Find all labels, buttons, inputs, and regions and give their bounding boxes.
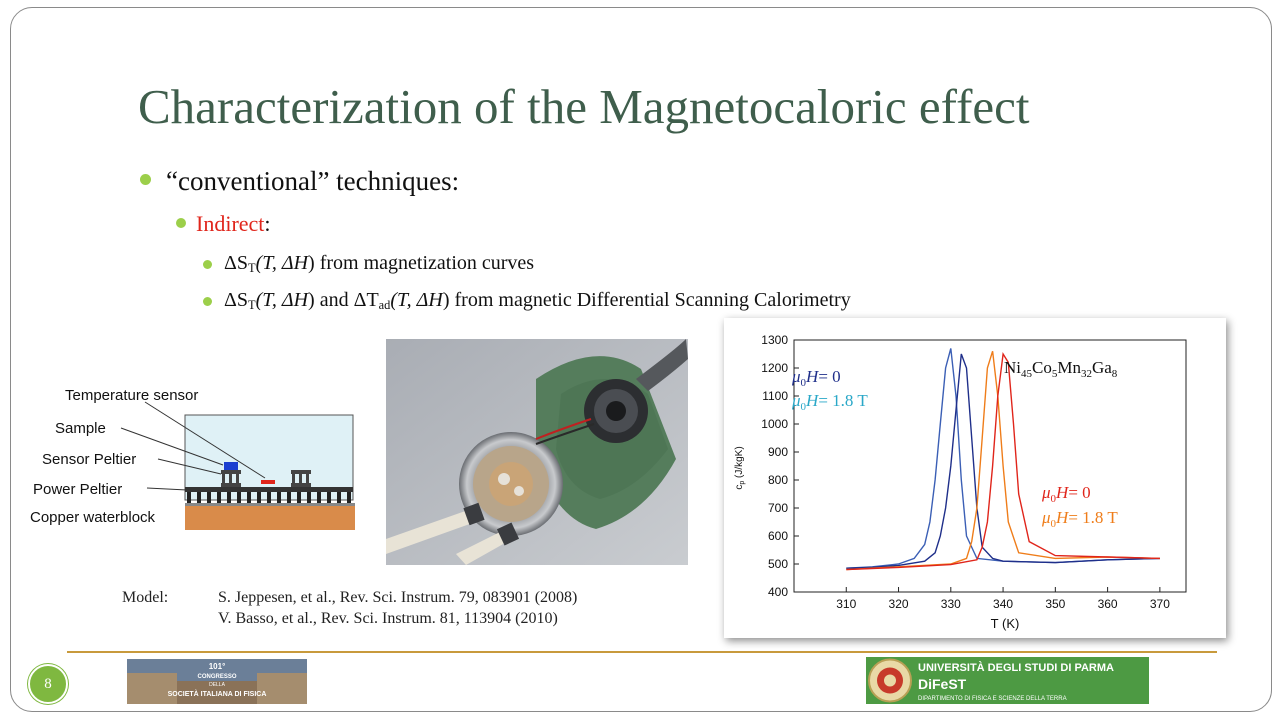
reference-basso: V. Basso, et al., Rev. Sci. Instrum. 81,… [218,610,558,627]
svg-text:101°: 101° [209,662,226,671]
chart-annotation-compound: Ni45Co5Mn32Ga8 [1004,358,1118,380]
cp-series-line-3 [846,351,1160,571]
legend-left: μ0H= 0 μ0H= 1.8 T [791,367,868,413]
and-text: ) and [308,289,354,311]
sub-ad: ad [378,298,391,313]
references-label: Model: [122,589,169,606]
legend-right-line-2: μ0H= 1.8 T [1041,508,1118,530]
y-tick-label: 700 [768,501,788,515]
bullet-dot [203,297,212,306]
args: (T, ΔH [255,289,309,311]
apparatus-photo [386,339,688,565]
args: (T, ΔH [255,252,309,274]
chart-y-label: cp (J/kgK) [734,446,746,489]
x-tick-label: 370 [1150,597,1170,611]
svg-text:SOCIETÀ ITALIANA DI FISICA: SOCIETÀ ITALIANA DI FISICA [168,689,267,698]
reference-jeppesen: S. Jeppesen, et al., Rev. Sci. Instrum. … [218,589,578,606]
bullet-indirect: Indirect: [196,211,271,237]
page-number: 8 [28,664,68,704]
bullet-conventional: “conventional” techniques: [166,166,460,196]
label-sample: Sample [55,420,106,437]
svg-text:DIPARTIMENTO DI FISICA E SCIEN: DIPARTIMENTO DI FISICA E SCIENZE DELLA T… [918,696,1067,702]
cp-series-line-2 [846,350,1160,571]
x-tick-label: 310 [836,597,856,611]
sif-congress-logo: 101° CONGRESSO DELLA SOCIETÀ ITALIANA DI… [127,659,307,704]
args: (T, ΔH [390,289,443,311]
parma-university-logo: UNIVERSITÀ DEGLI STUDI DI PARMA DiFeST D… [866,657,1149,704]
legend-left-line-2: μ0H= 1.8 T [791,391,868,413]
calorimeter-schematic: Temperature sensor Sample Sensor Peltier… [30,387,355,530]
indirect-label: Indirect [196,211,265,236]
x-tick-label: 330 [941,597,961,611]
cp-chart-card: 310 320 330 340 350 360 370 400 500 600 700 800 900 1… [724,318,1226,638]
y-tick-label: 1100 [762,389,788,403]
delta-t: ΔT [353,289,379,311]
indirect-colon: : [264,211,271,236]
svg-text:DiFeST: DiFeST [918,676,967,692]
label-copper-waterblock: Copper waterblock [30,509,156,526]
dsc-text: ) from magnetic Differential Scanning Ca… [442,289,851,311]
delta-s: ΔS [224,252,248,274]
bullet-dot [203,260,212,269]
magnetization-text: ) from magnetization curves [308,252,535,274]
chart-x-label: T (K) [991,616,1020,631]
bullet-dsc: ΔST(T, ΔH) and ΔTad(T, ΔH) from magnetic… [224,289,851,313]
x-tick-label: 340 [993,597,1013,611]
y-tick-label: 1200 [761,361,788,375]
cp-series-line-1 [846,353,1160,569]
svg-text:CONGRESSO: CONGRESSO [197,674,236,680]
y-tick-label: 1000 [761,417,788,431]
x-tick-label: 360 [1098,597,1118,611]
slide-title: Characterization of the Magnetocaloric e… [138,79,1030,134]
label-sensor-peltier: Sensor Peltier [42,451,136,468]
x-tick-label: 350 [1045,597,1065,611]
footer-rule [67,651,1217,653]
cp-chart: 310 320 330 340 350 360 370 400 500 600 700 800 900 1… [734,333,1187,631]
bullet-dot [176,218,186,228]
y-tick-label: 600 [768,529,788,543]
legend-left-line-1: μ0H= 0 [791,367,841,389]
x-tick-label: 320 [889,597,909,611]
svg-text:UNIVERSITÀ DEGLI STUDI DI PARM: UNIVERSITÀ DEGLI STUDI DI PARMA [918,661,1114,674]
y-tick-label: 900 [768,445,788,459]
y-tick-label: 400 [768,585,788,599]
label-temperature-sensor: Temperature sensor [65,387,198,404]
chart-plot-frame [793,339,1187,593]
delta-s: ΔS [224,289,248,311]
svg-text:DELLA: DELLA [209,682,226,688]
bullet-dot [140,174,151,185]
legend-right-line-1: μ0H= 0 [1041,483,1091,505]
y-tick-label: 800 [768,473,788,487]
sub-t: T [247,261,256,276]
sub-t: T [247,298,256,313]
bullet-magnetization: ΔST(T, ΔH) from magnetization curves [224,252,534,276]
y-tick-label: 500 [768,557,788,571]
legend-right: μ0H= 0 μ0H= 1.8 T [1041,483,1118,530]
y-tick-label: 1300 [761,333,788,347]
label-power-peltier: Power Peltier [33,481,122,498]
